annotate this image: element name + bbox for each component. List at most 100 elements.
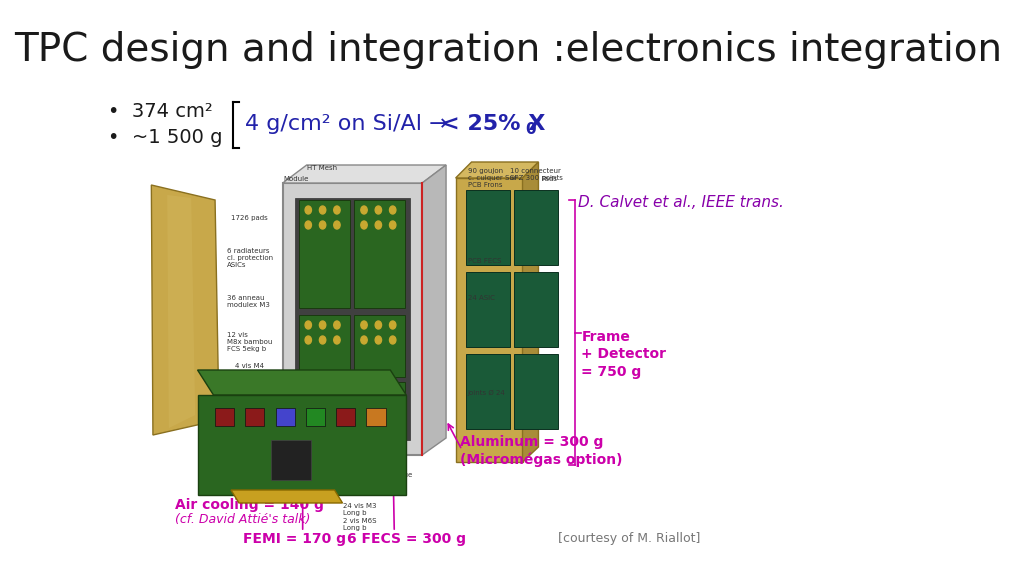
- Circle shape: [334, 206, 340, 214]
- Circle shape: [334, 321, 340, 329]
- Text: Equerre: Equerre: [234, 392, 262, 398]
- FancyBboxPatch shape: [299, 200, 349, 308]
- Circle shape: [334, 221, 340, 229]
- FancyBboxPatch shape: [246, 408, 264, 426]
- Text: TPC design and integration :electronics integration: TPC design and integration :electronics …: [14, 31, 1002, 69]
- Text: •  374 cm²: • 374 cm²: [108, 102, 212, 121]
- Circle shape: [305, 206, 311, 214]
- Text: 4 g/cm² on Si/Al →: 4 g/cm² on Si/Al →: [246, 114, 456, 134]
- FancyBboxPatch shape: [299, 382, 349, 434]
- Text: 12 Connecteurs
FSI 20 points: 12 Connecteurs FSI 20 points: [342, 454, 397, 467]
- Text: Vue AIR: Vue AIR: [287, 478, 335, 491]
- Circle shape: [375, 206, 382, 214]
- Circle shape: [360, 388, 368, 396]
- Text: (cf. David Attié's talk): (cf. David Attié's talk): [175, 513, 310, 526]
- Polygon shape: [152, 185, 219, 435]
- Circle shape: [319, 206, 326, 214]
- FancyBboxPatch shape: [306, 408, 325, 426]
- Polygon shape: [295, 198, 411, 440]
- Circle shape: [389, 336, 396, 344]
- Text: 12 vis
M8x bambou
FCS 5ekg b: 12 vis M8x bambou FCS 5ekg b: [227, 332, 272, 352]
- Text: 90 goujon
c. culquer Sur
PCB Frons: 90 goujon c. culquer Sur PCB Frons: [468, 168, 516, 188]
- FancyBboxPatch shape: [367, 408, 385, 426]
- Circle shape: [389, 388, 396, 396]
- FancyBboxPatch shape: [514, 190, 558, 265]
- FancyBboxPatch shape: [215, 408, 234, 426]
- Text: 2 vis M4
Long 10: 2 vis M4 Long 10: [234, 378, 264, 391]
- Text: 6 FECS = 300 g: 6 FECS = 300 g: [347, 532, 466, 546]
- FancyBboxPatch shape: [299, 315, 349, 377]
- Text: 6 radiateurs
cl. protection
ASICs: 6 radiateurs cl. protection ASICs: [227, 248, 273, 268]
- Text: 4 vis M4
Long b: 4 vis M4 Long b: [234, 363, 264, 376]
- Text: D. Calvet et al., IEEE trans.: D. Calvet et al., IEEE trans.: [579, 195, 784, 210]
- Circle shape: [360, 206, 368, 214]
- Polygon shape: [283, 165, 446, 183]
- FancyBboxPatch shape: [466, 354, 510, 429]
- Text: 2 vis M6S
Long b: 2 vis M6S Long b: [342, 518, 376, 531]
- FancyBboxPatch shape: [466, 190, 510, 265]
- Text: Pads: Pads: [542, 176, 558, 182]
- FancyBboxPatch shape: [270, 440, 310, 480]
- Polygon shape: [198, 395, 407, 495]
- Text: 24 ASIC: 24 ASIC: [468, 295, 495, 301]
- Text: Aluminum = 300 g
(Micromégas option): Aluminum = 300 g (Micromégas option): [461, 435, 623, 467]
- Text: 1726 pads: 1726 pads: [231, 215, 267, 221]
- FancyBboxPatch shape: [354, 382, 406, 434]
- Circle shape: [305, 336, 311, 344]
- Text: < 25% X: < 25% X: [441, 114, 546, 134]
- Polygon shape: [167, 195, 196, 428]
- Text: 36 anneau
modulex M3: 36 anneau modulex M3: [227, 295, 270, 308]
- Circle shape: [319, 388, 326, 396]
- FancyBboxPatch shape: [336, 408, 355, 426]
- Text: 24 vis M3
Long b: 24 vis M3 Long b: [342, 503, 376, 516]
- Circle shape: [389, 206, 396, 214]
- Text: FEMI = 170 g: FEMI = 170 g: [244, 532, 346, 546]
- Text: Air cooling = 140 g: Air cooling = 140 g: [175, 498, 325, 512]
- Polygon shape: [522, 162, 539, 462]
- Circle shape: [319, 336, 326, 344]
- Circle shape: [319, 321, 326, 329]
- Circle shape: [319, 403, 326, 411]
- Circle shape: [360, 321, 368, 329]
- Text: 10 connecteur
SPZ 300 points: 10 connecteur SPZ 300 points: [510, 168, 562, 181]
- Polygon shape: [456, 178, 522, 462]
- FancyBboxPatch shape: [514, 354, 558, 429]
- FancyBboxPatch shape: [514, 272, 558, 347]
- Text: Module: Module: [284, 176, 309, 182]
- Text: Joints Ø 24: Joints Ø 24: [468, 390, 505, 396]
- Text: [courtesy of M. Riallot]: [courtesy of M. Riallot]: [558, 532, 700, 545]
- Text: Frame
+ Detector
= 750 g: Frame + Detector = 750 g: [582, 330, 667, 378]
- Circle shape: [305, 388, 311, 396]
- Polygon shape: [422, 165, 446, 455]
- FancyBboxPatch shape: [466, 272, 510, 347]
- FancyBboxPatch shape: [354, 315, 406, 377]
- Circle shape: [389, 221, 396, 229]
- Circle shape: [305, 221, 311, 229]
- Polygon shape: [198, 370, 407, 395]
- Circle shape: [389, 403, 396, 411]
- Polygon shape: [283, 183, 422, 455]
- Circle shape: [305, 403, 311, 411]
- Text: GND: GND: [234, 415, 251, 421]
- FancyBboxPatch shape: [275, 408, 295, 426]
- Circle shape: [375, 403, 382, 411]
- Text: •  ~1 500 g: • ~1 500 g: [108, 128, 222, 147]
- Circle shape: [375, 221, 382, 229]
- Text: PCB FECS: PCB FECS: [468, 258, 501, 264]
- FancyBboxPatch shape: [354, 200, 406, 308]
- Text: Connecteur optique: Connecteur optique: [342, 472, 412, 478]
- Text: HT Mesh: HT Mesh: [306, 165, 337, 171]
- Circle shape: [389, 321, 396, 329]
- Circle shape: [375, 388, 382, 396]
- Circle shape: [334, 388, 340, 396]
- Circle shape: [334, 336, 340, 344]
- Polygon shape: [456, 162, 539, 178]
- Circle shape: [319, 221, 326, 229]
- Text: FEMI: FEMI: [342, 488, 358, 494]
- Polygon shape: [231, 490, 342, 503]
- Circle shape: [375, 321, 382, 329]
- Circle shape: [375, 336, 382, 344]
- Circle shape: [334, 403, 340, 411]
- Text: 0: 0: [525, 123, 537, 138]
- Circle shape: [305, 321, 311, 329]
